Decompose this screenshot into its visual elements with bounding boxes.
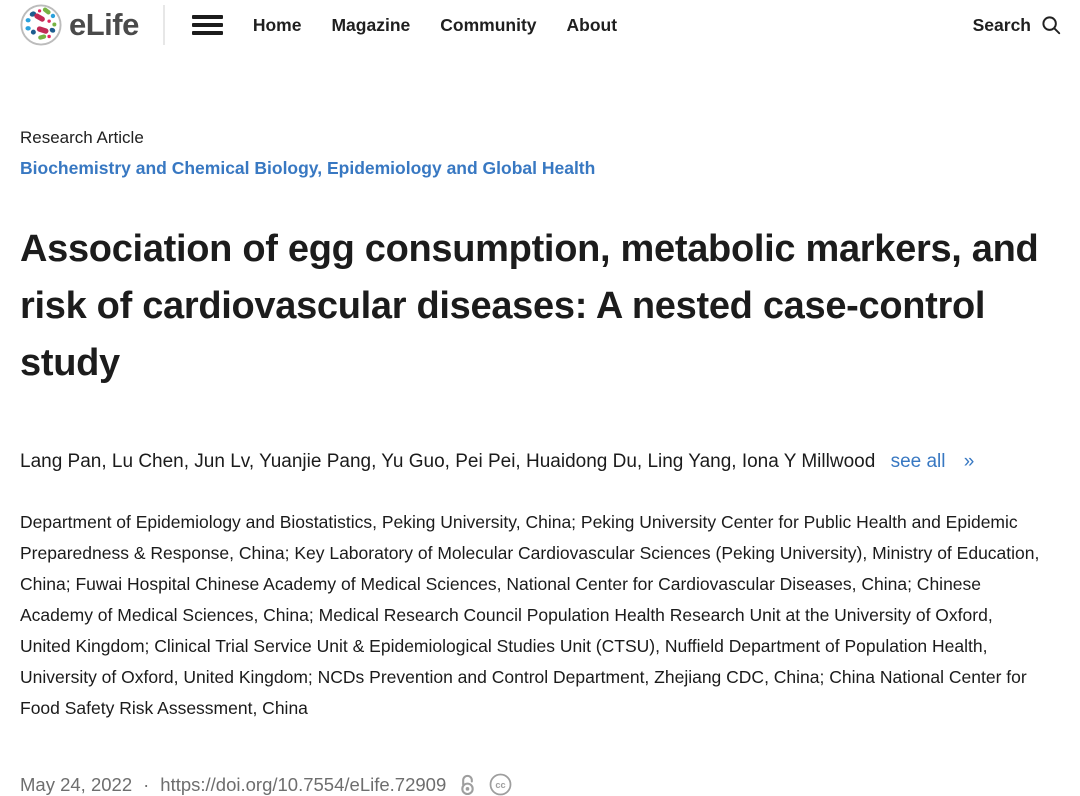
elife-logo[interactable]: eLife [20,4,139,46]
dot-separator: · [143,773,150,795]
main-nav: Home Magazine Community About [223,15,617,36]
article-meta-row: May 24, 2022 · https://doi.org/10.7554/e… [20,773,1060,796]
open-access-icon[interactable] [458,773,477,796]
hamburger-icon [191,15,223,19]
nav-about[interactable]: About [566,14,618,35]
menu-button[interactable] [191,11,223,39]
see-all-label: see all [890,451,946,472]
doi-link[interactable]: https://doi.org/10.7554/eLife.72909 [160,773,447,795]
article-type-label: Research Article [20,128,144,147]
article-subjects-link[interactable]: Biochemistry and Chemical Biology, Epide… [20,158,596,178]
article-title: Association of egg consumption, metaboli… [20,228,1039,384]
svg-text:cc: cc [496,780,506,790]
search-button[interactable]: Search [973,14,1062,36]
search-label: Search [972,14,1031,35]
elife-logo-icon [20,4,62,46]
see-all-arrow-icon: » [963,451,975,472]
header-divider [162,5,165,45]
publish-date: May 24, 2022 [20,773,133,795]
cc-license-icon[interactable]: cc [489,773,512,796]
elife-logo-text: eLife [69,7,139,42]
nav-home[interactable]: Home [252,14,302,35]
site-header: eLife Home Magazine Community About Sear… [0,0,1080,48]
authors-row: Lang Pan, Lu Chen, Jun Lv, Yuanjie Pang,… [20,450,1060,474]
see-all-authors-link[interactable]: see all » [891,451,975,472]
author-list: Lang Pan, Lu Chen, Jun Lv, Yuanjie Pang,… [20,451,876,472]
nav-community[interactable]: Community [440,14,537,35]
search-icon [1040,14,1062,36]
affiliations-text: Department of Epidemiology and Biostatis… [20,512,1040,718]
nav-magazine[interactable]: Magazine [331,14,411,35]
article-header-section: Research Article Biochemistry and Chemic… [0,127,1080,796]
